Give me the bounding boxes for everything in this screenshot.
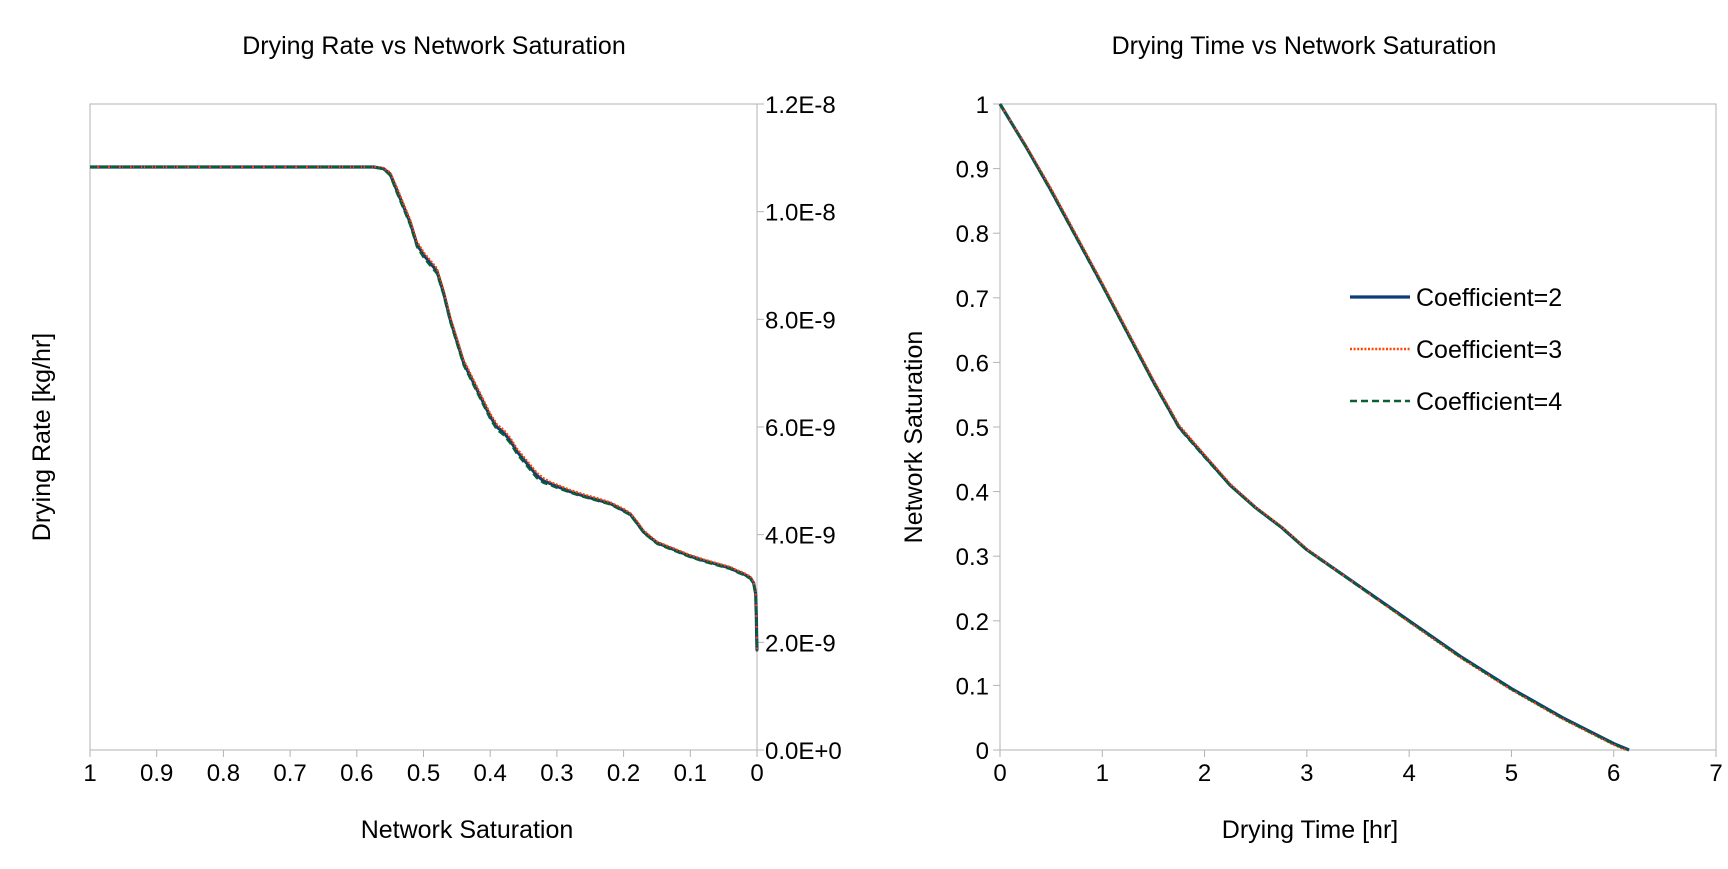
series-line-3 xyxy=(90,165,759,652)
x-tick-label: 0.4 xyxy=(474,760,507,787)
y-tick-label: 8.0E-9 xyxy=(765,307,836,334)
x-tick-label: 1 xyxy=(1096,760,1109,787)
x-tick-label: 7 xyxy=(1709,760,1722,787)
legend: Coefficient=2 Coefficient=3 Coefficient=4 xyxy=(1350,284,1562,416)
chart-drying-rate: Drying Rate vs Network Saturation Networ… xyxy=(28,32,842,844)
y-tick-label: 0.4 xyxy=(956,480,989,507)
y-tick-label: 0.8 xyxy=(956,221,989,248)
x-tick-label: 0 xyxy=(993,760,1006,787)
x-tick-label: 6 xyxy=(1607,760,1620,787)
series-line-1 xyxy=(998,103,1630,752)
y-tick-label: 0.3 xyxy=(956,544,989,571)
x-tick-label: 0.3 xyxy=(540,760,573,787)
y-tick-label: 2.0E-9 xyxy=(765,630,836,657)
y-tick-label: 0.7 xyxy=(956,286,989,313)
x-tick-label: 4 xyxy=(1402,760,1415,787)
y-tick-label: 0.5 xyxy=(956,415,989,442)
x-tick-label: 0.5 xyxy=(407,760,440,787)
y-tick-label: 0.0E+0 xyxy=(765,738,842,765)
legend-label: Coefficient=3 xyxy=(1416,336,1562,364)
y-tick-label: 1.2E-8 xyxy=(765,92,836,119)
x-tick-label: 0.2 xyxy=(607,760,640,787)
x-tick-label: 3 xyxy=(1300,760,1313,787)
chart-drying-time: Drying Time vs Network Saturation Drying… xyxy=(900,32,1723,844)
y-tick-label: 4.0E-9 xyxy=(765,523,836,550)
y-tick-label: 1.0E-8 xyxy=(765,200,836,227)
y-tick-label: 0.6 xyxy=(956,350,989,377)
x-tick-label: 0.9 xyxy=(140,760,173,787)
x-tick-label: 2 xyxy=(1198,760,1211,787)
plot-area-frame xyxy=(999,103,1717,751)
y-tick-label: 6.0E-9 xyxy=(765,415,836,442)
y-tick-label: 0 xyxy=(976,738,989,765)
x-axis-label: Drying Time [hr] xyxy=(1222,816,1398,844)
y-tick-label: 1 xyxy=(976,92,989,119)
x-tick-label: 5 xyxy=(1505,760,1518,787)
series-line-3 xyxy=(999,103,1629,752)
legend-label: Coefficient=2 xyxy=(1416,284,1562,312)
x-axis-label: Network Saturation xyxy=(361,816,574,844)
legend-label: Coefficient=4 xyxy=(1416,388,1562,416)
y-axis-label: Drying Rate [kg/hr] xyxy=(28,333,56,541)
x-tick-label: 0.8 xyxy=(207,760,240,787)
x-tick-label: 0.1 xyxy=(674,760,707,787)
x-tick-label: 1 xyxy=(83,760,96,787)
y-tick-label: 0.2 xyxy=(956,609,989,636)
chart-title: Drying Rate vs Network Saturation xyxy=(242,32,625,60)
series-line-2 xyxy=(999,103,1627,752)
y-tick-label: 0.9 xyxy=(956,157,989,184)
series-line-1 xyxy=(90,165,759,651)
plot-area-frame xyxy=(89,103,758,751)
y-tick-label: 0.1 xyxy=(956,673,989,700)
x-tick-label: 0 xyxy=(750,760,763,787)
y-axis-label: Network Saturation xyxy=(900,331,928,544)
x-tick-label: 0.6 xyxy=(340,760,373,787)
series-line-2 xyxy=(90,165,759,650)
x-tick-label: 0.7 xyxy=(273,760,306,787)
chart-title: Drying Time vs Network Saturation xyxy=(1112,32,1497,60)
